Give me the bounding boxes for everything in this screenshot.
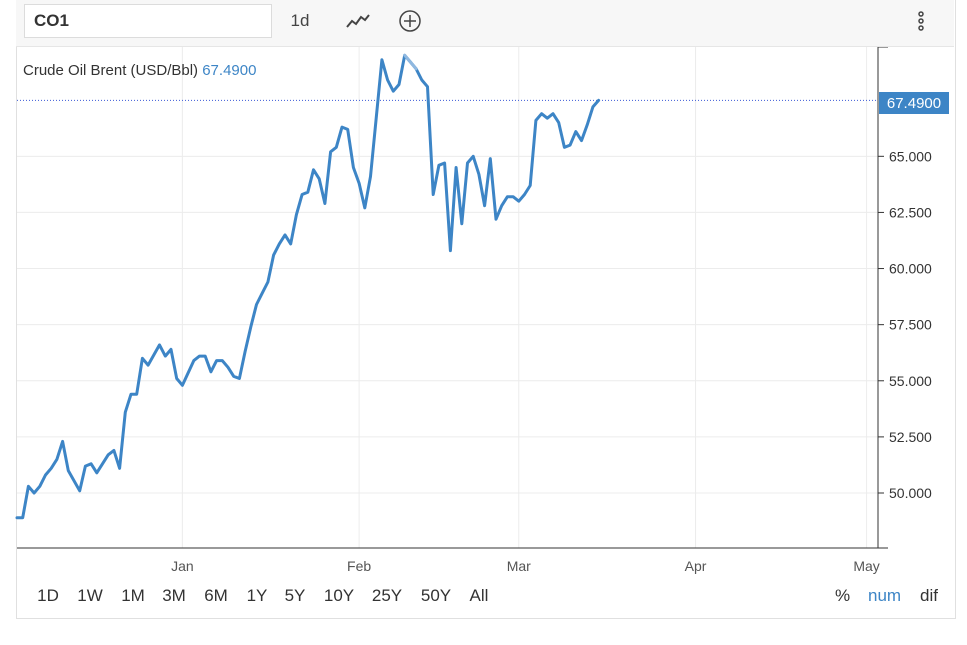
y-tick-label: 57.500 — [889, 317, 932, 333]
range-button-6m[interactable]: 6M — [204, 586, 228, 605]
range-button-5y[interactable]: 5Y — [284, 586, 306, 605]
range-button-3m[interactable]: 3M — [162, 586, 186, 605]
y-tick-label: 60.000 — [889, 261, 932, 277]
mode-dif-button[interactable]: dif — [920, 586, 938, 605]
x-tick-label: Jan — [171, 558, 194, 574]
x-tick-label: May — [853, 558, 879, 574]
range-button-25y[interactable]: 25Y — [371, 586, 403, 605]
y-tick-label: 52.500 — [889, 429, 932, 445]
mode-num-button[interactable]: num — [868, 586, 902, 605]
range-button-all[interactable]: All — [469, 586, 489, 605]
x-tick-label: Apr — [685, 558, 707, 574]
legend-label: Crude Oil Brent (USD/Bbl) 67.4900 — [23, 62, 256, 79]
range-button-1w[interactable]: 1W — [77, 586, 103, 605]
x-tick-label: Feb — [347, 558, 371, 574]
legend-instrument: Crude Oil Brent (USD/Bbl) — [23, 62, 202, 79]
series-highlight-segment — [408, 60, 418, 71]
range-button-50y[interactable]: 50Y — [420, 586, 452, 605]
range-button-1y[interactable]: 1Y — [246, 586, 268, 605]
x-tick-label: Mar — [507, 558, 531, 574]
vertical-dots-icon[interactable] — [906, 4, 936, 38]
legend-last-value: 67.4900 — [202, 62, 256, 79]
plus-circle-icon[interactable] — [392, 4, 428, 38]
symbol-input[interactable] — [24, 4, 272, 38]
range-button-10y[interactable]: 10Y — [323, 586, 355, 605]
y-tick-label: 50.000 — [889, 485, 932, 501]
y-tick-label: 55.000 — [889, 373, 932, 389]
interval-button[interactable]: 1d — [290, 11, 310, 30]
chart-toolbar: 1d — [16, 0, 954, 47]
range-button-1m[interactable]: 1M — [121, 586, 145, 605]
chart-panel — [16, 0, 956, 619]
last-price-tag: 67.4900 — [879, 92, 949, 114]
line-chart-icon[interactable] — [338, 4, 378, 38]
mode-percent-button[interactable]: % — [835, 586, 851, 605]
y-tick-label: 65.000 — [889, 148, 932, 164]
price-series-line — [15, 53, 601, 520]
range-button-1d[interactable]: 1D — [37, 586, 59, 605]
y-tick-label: 62.500 — [889, 204, 932, 220]
